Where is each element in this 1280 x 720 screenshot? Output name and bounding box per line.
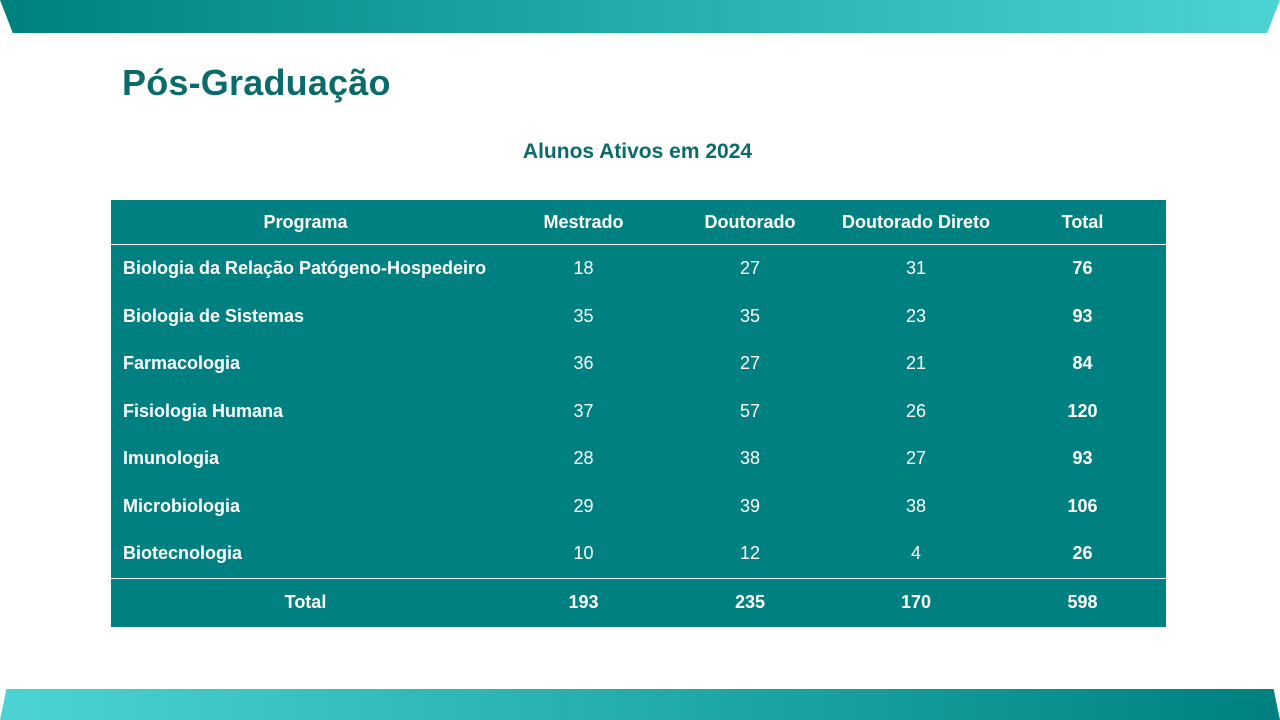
cell-total: 106	[1067, 495, 1098, 516]
cell-mestrado: 18	[573, 258, 594, 279]
footer-mestrado-total: 193	[500, 577, 667, 626]
footer-total-label: Total	[111, 577, 500, 626]
footer-doutorado-direto-total: 170	[833, 577, 999, 626]
table-row: Biotecnologia 10 12 4 26	[111, 530, 1166, 578]
cell-total: 76	[1072, 258, 1093, 279]
cell-mestrado: 36	[573, 353, 594, 374]
cell-mestrado: 37	[573, 400, 594, 421]
cell-doutorado: 57	[739, 400, 761, 421]
cell-total: 26	[1072, 543, 1093, 564]
cell-mestrado: 28	[573, 448, 594, 469]
table-header: Programa Mestrado Doutorado Doutorado Di…	[111, 200, 1166, 245]
footer-grand-total: 598	[999, 577, 1166, 626]
cell-doutorado-direto: 21	[905, 353, 927, 374]
students-table-container: Programa Mestrado Doutorado Doutorado Di…	[111, 200, 1166, 627]
cell-doutorado: 27	[739, 258, 761, 279]
cell-mestrado: 29	[573, 495, 594, 516]
cell-total: 93	[1072, 305, 1093, 326]
table-row: Microbiologia 29 39 38 106	[111, 483, 1166, 531]
cell-doutorado: 12	[739, 543, 761, 564]
cell-doutorado-direto: 38	[905, 495, 927, 516]
footer-doutorado-total: 235	[667, 577, 833, 626]
cell-total: 93	[1072, 448, 1093, 469]
cell-programa: Microbiologia	[123, 495, 240, 516]
cell-doutorado: 39	[739, 495, 761, 516]
bottom-decorative-band	[0, 689, 1280, 720]
top-decorative-band	[0, 0, 1280, 33]
cell-programa: Biologia da Relação Patógeno-Hospedeiro	[123, 258, 487, 279]
cell-doutorado-direto: 31	[905, 258, 927, 279]
header-total: Total	[999, 200, 1166, 245]
cell-mestrado: 35	[573, 305, 594, 326]
cell-programa: Biotecnologia	[123, 543, 243, 564]
table-subtitle: Alunos Ativos em 2024	[522, 140, 753, 163]
table-footer: Total 193 235 170 598	[111, 577, 1166, 626]
cell-total: 120	[1067, 400, 1098, 421]
students-table: Programa Mestrado Doutorado Doutorado Di…	[111, 200, 1166, 626]
cell-doutorado: 35	[739, 305, 761, 326]
page-title: Pós-Graduação	[122, 62, 391, 103]
header-mestrado: Mestrado	[500, 200, 667, 245]
cell-programa: Biologia de Sistemas	[123, 305, 305, 326]
cell-doutorado: 38	[739, 448, 761, 469]
cell-programa: Farmacologia	[123, 353, 241, 374]
cell-doutorado-direto: 27	[905, 448, 927, 469]
cell-doutorado-direto: 23	[905, 305, 927, 326]
header-doutorado: Doutorado	[667, 200, 833, 245]
cell-mestrado: 10	[573, 543, 594, 564]
table-row: Fisiologia Humana 37 57 26 120	[111, 388, 1166, 436]
cell-doutorado: 27	[739, 353, 761, 374]
header-programa: Programa	[111, 200, 500, 245]
cell-total: 84	[1072, 353, 1093, 374]
table-row: Farmacologia 36 27 21 84	[111, 340, 1166, 388]
header-doutorado-direto: Doutorado Direto	[833, 200, 999, 245]
table-row: Biologia de Sistemas 35 35 23 93	[111, 293, 1166, 341]
header-row: Programa Mestrado Doutorado Doutorado Di…	[111, 200, 1166, 245]
cell-doutorado-direto: 4	[910, 543, 921, 564]
cell-doutorado-direto: 26	[905, 400, 927, 421]
table-row: Biologia da Relação Patógeno-Hospedeiro …	[111, 245, 1166, 293]
cell-programa: Imunologia	[123, 448, 219, 469]
table-row: Imunologia 28 38 27 93	[111, 435, 1166, 483]
total-row: Total 193 235 170 598	[111, 577, 1166, 626]
table-body: Biologia da Relação Patógeno-Hospedeiro …	[111, 245, 1166, 579]
cell-programa: Fisiologia Humana	[123, 400, 284, 421]
